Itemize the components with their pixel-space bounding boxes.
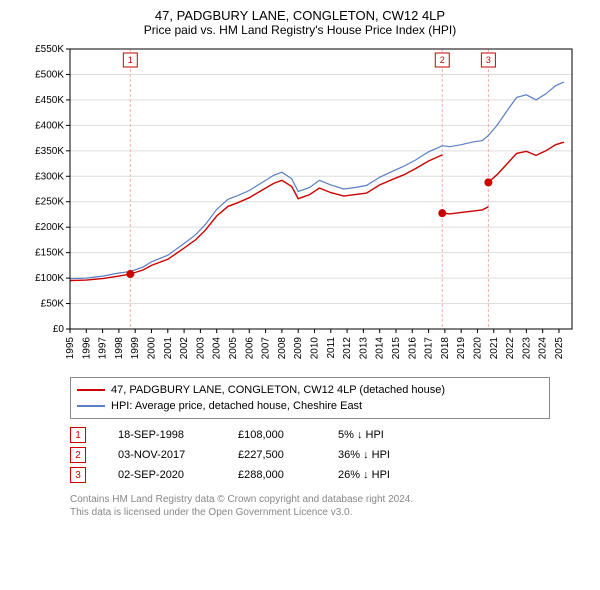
legend-swatch — [77, 389, 105, 391]
svg-text:2018: 2018 — [440, 337, 451, 360]
footer-line1: Contains HM Land Registry data © Crown c… — [70, 493, 592, 506]
svg-text:3: 3 — [486, 55, 491, 65]
svg-text:2003: 2003 — [195, 337, 206, 360]
svg-text:2002: 2002 — [179, 337, 190, 360]
legend-item: HPI: Average price, detached house, Ches… — [77, 398, 543, 414]
svg-text:£250K: £250K — [35, 197, 64, 208]
sale-date: 02-SEP-2020 — [118, 469, 238, 481]
svg-text:2022: 2022 — [505, 337, 516, 360]
svg-text:£200K: £200K — [35, 222, 64, 233]
svg-text:£550K: £550K — [35, 44, 64, 55]
sale-diff: 5% ↓ HPI — [338, 429, 428, 441]
svg-text:2010: 2010 — [309, 337, 320, 360]
svg-text:£0: £0 — [53, 324, 65, 335]
svg-text:2025: 2025 — [554, 337, 565, 360]
svg-text:2019: 2019 — [456, 337, 467, 360]
svg-text:2008: 2008 — [277, 337, 288, 360]
svg-text:2015: 2015 — [391, 337, 402, 360]
chart-area: £0 £50K £100K £150K £200K £250K £300K £350K £400… — [8, 41, 592, 371]
line-chart: £0 £50K £100K £150K £200K £250K £300K £350K £400… — [8, 41, 592, 371]
svg-text:1: 1 — [128, 55, 133, 65]
title-line1: 47, PADGBURY LANE, CONGLETON, CW12 4LP — [8, 8, 592, 23]
svg-text:£500K: £500K — [35, 69, 64, 80]
sale-diff: 26% ↓ HPI — [338, 469, 428, 481]
svg-text:1998: 1998 — [114, 337, 125, 360]
svg-text:2017: 2017 — [424, 337, 435, 360]
svg-text:2020: 2020 — [472, 337, 483, 360]
sale-marker-badge: 2 — [70, 447, 86, 463]
sales-row: 3 02-SEP-2020 £288,000 26% ↓ HPI — [70, 465, 550, 485]
svg-text:2021: 2021 — [489, 337, 500, 360]
svg-text:2009: 2009 — [293, 337, 304, 360]
svg-text:2004: 2004 — [212, 337, 223, 360]
sale-price: £108,000 — [238, 429, 338, 441]
footer-attribution: Contains HM Land Registry data © Crown c… — [70, 493, 592, 519]
svg-text:2001: 2001 — [163, 337, 174, 360]
sale-date: 18-SEP-1998 — [118, 429, 238, 441]
sales-table: 1 18-SEP-1998 £108,000 5% ↓ HPI 2 03-NOV… — [70, 425, 550, 485]
legend-label: HPI: Average price, detached house, Ches… — [111, 400, 362, 412]
svg-text:2006: 2006 — [244, 337, 255, 360]
svg-text:£50K: £50K — [41, 299, 65, 310]
svg-text:1996: 1996 — [81, 337, 92, 360]
chart-title: 47, PADGBURY LANE, CONGLETON, CW12 4LP P… — [8, 8, 592, 37]
svg-text:£300K: £300K — [35, 171, 64, 182]
sale-marker-badge: 3 — [70, 467, 86, 483]
svg-text:2014: 2014 — [375, 337, 386, 360]
sale-diff: 36% ↓ HPI — [338, 449, 428, 461]
svg-text:2011: 2011 — [326, 337, 337, 359]
legend-item: 47, PADGBURY LANE, CONGLETON, CW12 4LP (… — [77, 382, 543, 398]
svg-text:£150K: £150K — [35, 248, 64, 259]
svg-text:2: 2 — [440, 55, 445, 65]
title-line2: Price paid vs. HM Land Registry's House … — [8, 23, 592, 37]
legend-swatch — [77, 405, 105, 407]
sales-row: 2 03-NOV-2017 £227,500 36% ↓ HPI — [70, 445, 550, 465]
sale-marker-badge: 1 — [70, 427, 86, 443]
svg-text:2023: 2023 — [521, 337, 532, 360]
sales-row: 1 18-SEP-1998 £108,000 5% ↓ HPI — [70, 425, 550, 445]
svg-text:2012: 2012 — [342, 337, 353, 360]
legend: 47, PADGBURY LANE, CONGLETON, CW12 4LP (… — [70, 377, 550, 419]
svg-text:£400K: £400K — [35, 120, 64, 131]
sale-price: £288,000 — [238, 469, 338, 481]
svg-text:£350K: £350K — [35, 146, 64, 157]
svg-text:2005: 2005 — [228, 337, 239, 360]
footer-line2: This data is licensed under the Open Gov… — [70, 506, 592, 519]
svg-text:£450K: £450K — [35, 95, 64, 106]
sale-date: 03-NOV-2017 — [118, 449, 238, 461]
svg-text:1995: 1995 — [65, 337, 76, 360]
svg-text:2013: 2013 — [358, 337, 369, 360]
svg-text:1997: 1997 — [98, 337, 109, 360]
sale-price: £227,500 — [238, 449, 338, 461]
svg-text:2024: 2024 — [538, 337, 549, 360]
svg-text:2000: 2000 — [146, 337, 157, 360]
svg-text:2016: 2016 — [407, 337, 418, 360]
svg-text:2007: 2007 — [261, 337, 272, 360]
svg-text:1999: 1999 — [130, 337, 141, 360]
svg-text:£100K: £100K — [35, 273, 64, 284]
legend-label: 47, PADGBURY LANE, CONGLETON, CW12 4LP (… — [111, 384, 445, 396]
